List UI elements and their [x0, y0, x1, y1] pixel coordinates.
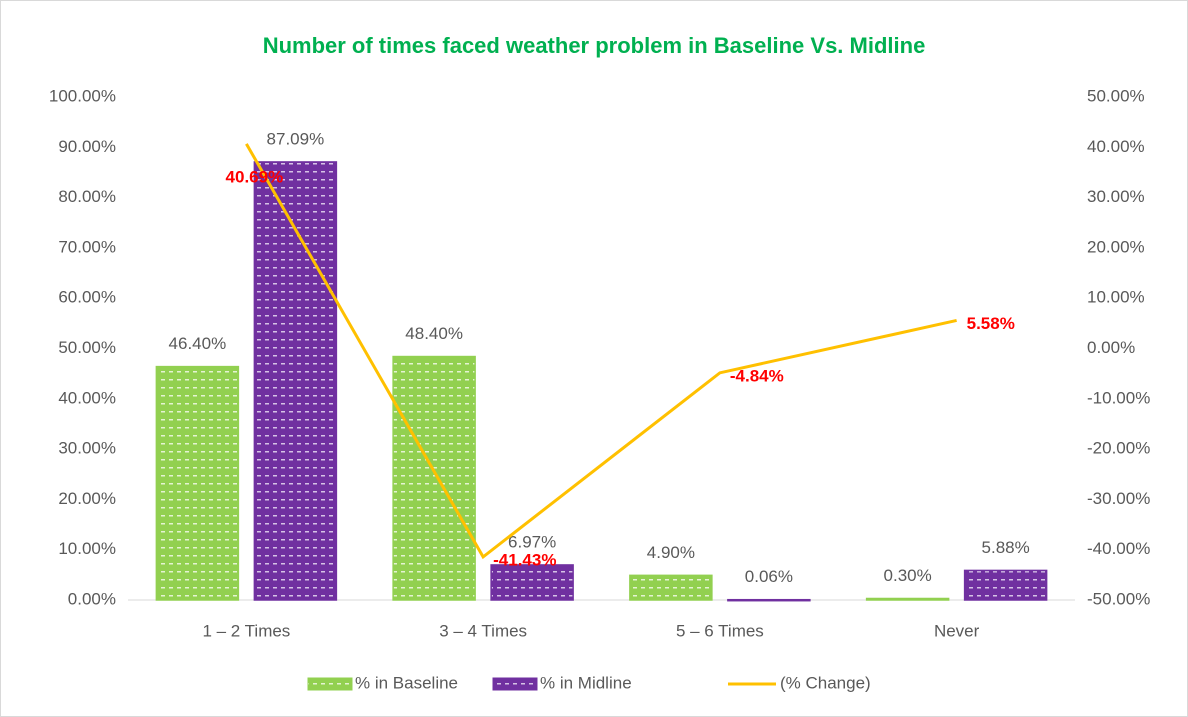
data-label: 4.90%: [647, 543, 695, 562]
bar: [727, 598, 811, 602]
data-label: 5.88%: [982, 538, 1030, 557]
line-data-label: -4.84%: [730, 366, 784, 385]
bar: [392, 355, 476, 601]
data-label: 87.09%: [267, 129, 325, 148]
y2-tick-label: 0.00%: [1087, 338, 1135, 357]
x-tick-label: 3 – 4 Times: [439, 621, 527, 640]
y2-tick-label: -50.00%: [1087, 589, 1150, 608]
bar: [155, 365, 240, 601]
data-label: 6.97%: [508, 532, 556, 551]
y2-tick-label: -30.00%: [1087, 489, 1150, 508]
legend-label: % in Midline: [540, 673, 632, 692]
bar: [865, 597, 950, 601]
bar: [963, 569, 1048, 601]
bar: [490, 564, 574, 601]
y-tick-label: 0.00%: [68, 589, 116, 608]
y2-tick-label: -10.00%: [1087, 388, 1150, 407]
legend-swatch: [307, 677, 353, 691]
line-data-label: 5.58%: [967, 314, 1015, 333]
y-tick-label: 50.00%: [58, 338, 116, 357]
data-label: 46.40%: [169, 334, 227, 353]
y-tick-label: 60.00%: [58, 288, 116, 307]
line-data-label: 40.69%: [226, 167, 284, 186]
legend-label: % in Baseline: [355, 673, 458, 692]
y-tick-label: 20.00%: [58, 489, 116, 508]
y-tick-label: 100.00%: [49, 86, 116, 105]
line: [245, 143, 957, 560]
y2-tick-label: 30.00%: [1087, 187, 1145, 206]
x-tick-label: 1 – 2 Times: [202, 621, 290, 640]
x-tick-label: Never: [934, 621, 980, 640]
y2-tick-label: 10.00%: [1087, 288, 1145, 307]
y-tick-label: 40.00%: [58, 388, 116, 407]
data-label: 0.06%: [745, 567, 793, 586]
y-tick-label: 90.00%: [58, 137, 116, 156]
y2-tick-label: 40.00%: [1087, 137, 1145, 156]
y2-tick-label: 50.00%: [1087, 86, 1145, 105]
y-tick-label: 80.00%: [58, 187, 116, 206]
y-tick-label: 30.00%: [58, 439, 116, 458]
data-label: 0.30%: [884, 566, 932, 585]
y-tick-label: 70.00%: [58, 237, 116, 256]
y2-tick-label: -20.00%: [1087, 439, 1150, 458]
x-tick-label: 5 – 6 Times: [676, 621, 764, 640]
legend-swatch: [492, 677, 538, 691]
y-tick-label: 10.00%: [58, 539, 116, 558]
bar: [253, 161, 338, 601]
chart-title: Number of times faced weather problem in…: [263, 33, 926, 58]
bar: [629, 574, 713, 601]
legend-label: (% Change): [780, 673, 871, 692]
data-label: 48.40%: [405, 324, 463, 343]
y2-tick-label: -40.00%: [1087, 539, 1150, 558]
y2-tick-label: 20.00%: [1087, 237, 1145, 256]
line-data-label: -41.43%: [493, 550, 556, 569]
